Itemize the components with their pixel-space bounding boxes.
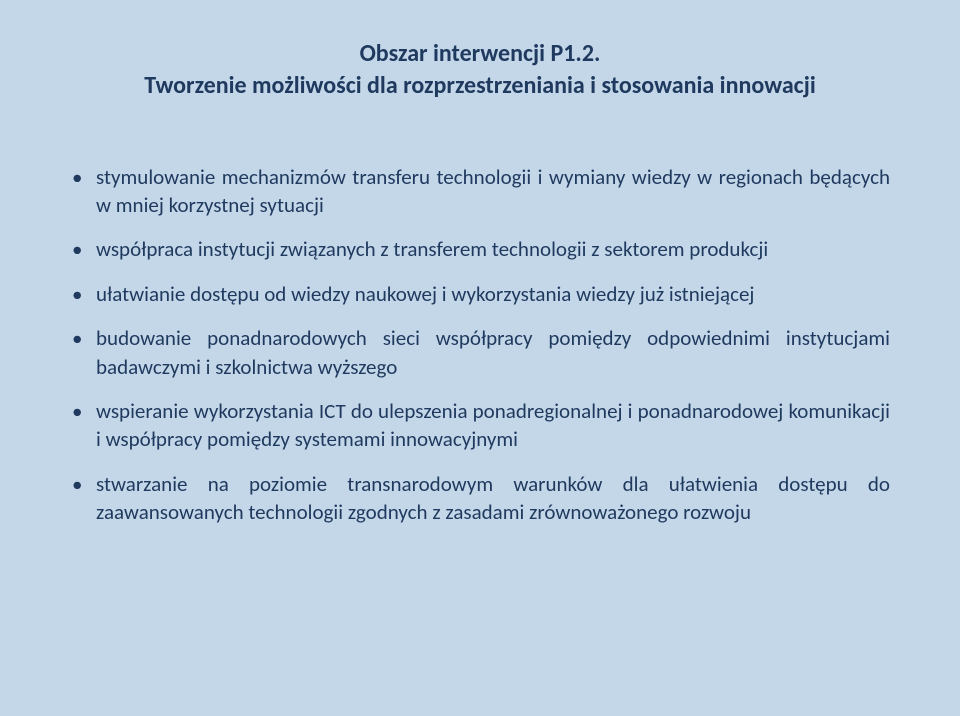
list-item: stymulowanie mechanizmów transferu techn… [70, 163, 890, 220]
slide-title: Obszar interwencji P1.2. Tworzenie możli… [70, 38, 890, 103]
list-item: współpraca instytucji związanych z trans… [70, 235, 890, 263]
list-item: budowanie ponadnarodowych sieci współpra… [70, 324, 890, 381]
list-item: wspieranie wykorzystania ICT do ulepszen… [70, 397, 890, 454]
slide-page: Obszar interwencji P1.2. Tworzenie możli… [0, 0, 960, 716]
list-item: stwarzanie na poziomie transnarodowym wa… [70, 470, 890, 527]
list-item: ułatwianie dostępu od wiedzy naukowej i … [70, 280, 890, 308]
bullet-list: stymulowanie mechanizmów transferu techn… [70, 163, 890, 526]
title-line-2: Tworzenie możliwości dla rozprzestrzenia… [144, 71, 815, 100]
title-line-1: Obszar interwencji P1.2. [360, 39, 601, 68]
